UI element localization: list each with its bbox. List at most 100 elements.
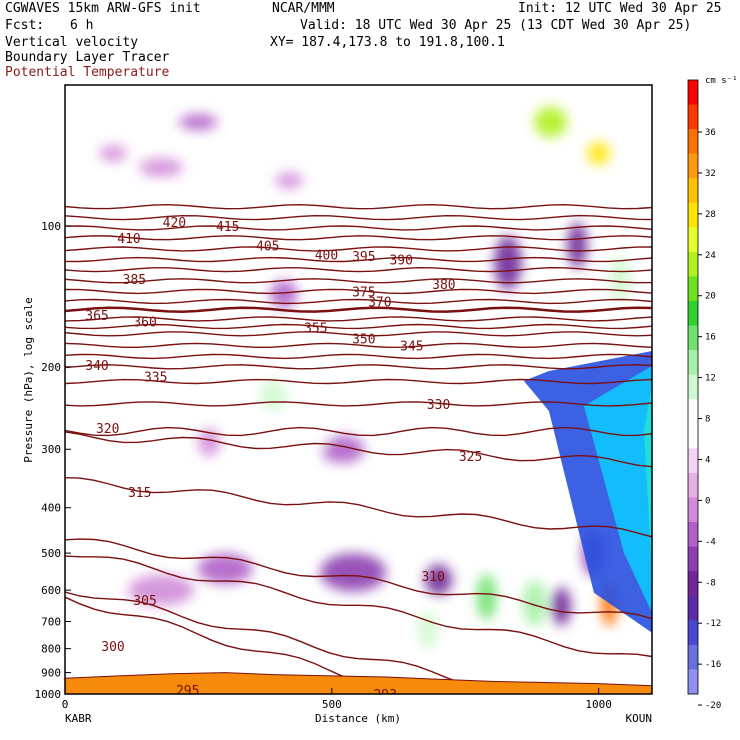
theta-label-21: 315 [128,486,151,501]
x-end-label-right: KOUN [626,712,653,725]
theta-contour-385 [65,278,652,284]
org-label: NCAR/MMM [272,1,335,16]
x-tick-label-1000: 1000 [585,698,612,711]
colorbar-swatch-14 [688,423,698,449]
colorbar-swatch-23 [688,644,698,670]
theta-contour-340 [65,364,652,370]
theta-contour-330 [65,401,652,407]
theta-label-13: 355 [304,322,327,337]
velocity-blob-15 [567,222,588,269]
x-end-label-left: KABR [65,712,92,725]
boundary-layer-tracer [523,350,652,633]
y-tick-label-200: 200 [41,361,61,374]
theta-contour-390 [65,266,652,273]
theta-contour-380 [65,288,652,295]
terrain [65,672,652,694]
colorbar-label-1: 32 [705,169,716,179]
y-tick-label-900: 900 [41,667,61,680]
colorbar-label-14: -20 [705,701,721,711]
colorbar-swatch-3 [688,153,698,179]
terrain-fill [65,672,652,694]
theta-label-25: 295 [176,684,199,699]
plot-frame [64,84,653,695]
colorbar-label-9: 0 [705,496,710,506]
y-tick-label-100: 100 [41,220,61,233]
velocity-blob-23 [522,580,547,627]
colorbar-label-3: 24 [705,251,716,261]
theta-label-8: 380 [432,278,455,293]
colorbar-swatch-10 [688,325,698,351]
colorbar-label-5: 16 [705,333,716,343]
y-axis-label: Pressure (hPa), log scale [22,297,35,463]
theta-label-5: 395 [352,250,375,265]
colorbar-swatch-19 [688,546,698,572]
colorbar-swatch-22 [688,620,698,646]
theta-contour-345 [65,353,652,360]
theta-contour-395 [65,256,652,263]
velocity-blob-2 [99,145,127,162]
field-boundary-layer-tracer: Boundary Layer Tracer [5,50,170,65]
theta-contours [65,203,652,694]
theta-contour-325 [65,426,652,437]
colorbar-swatch-13 [688,399,698,425]
theta-contour-305 [65,555,652,658]
colorbar-label-12: -12 [705,619,721,629]
theta-label-6: 390 [389,254,412,269]
velocity-blob-14 [534,106,568,138]
theta-label-4: 400 [315,248,338,263]
theta-label-11: 365 [85,309,108,324]
colorbar-swatch-7 [688,251,698,277]
velocity-blob-20 [424,564,453,596]
theta-label-14: 350 [352,333,375,348]
y-tick-label-500: 500 [41,547,61,560]
y-tick-label-800: 800 [41,643,61,656]
theta-label-10: 370 [368,295,391,310]
colorbar-label-2: 28 [705,210,716,220]
colorbar-swatch-11 [688,350,698,376]
velocity-blob-0 [179,114,218,131]
theta-label-16: 340 [85,359,108,374]
tracer-mid [583,365,652,613]
colorbar-swatch-1 [688,104,698,130]
velocity-blob-12 [494,236,522,290]
theta-label-15: 345 [400,339,423,354]
velocity-blob-6 [259,379,287,411]
theta-contour-370 [65,306,652,313]
theta-label-19: 325 [459,450,482,465]
theta-label-2: 410 [117,232,140,247]
colorbar-swatch-17 [688,497,698,523]
colorbar-frame [687,79,699,695]
colorbar-swatch-4 [688,178,698,204]
theta-contour-375 [65,298,652,305]
theta-contour-320 [65,431,652,468]
colorbar-label-13: -16 [705,660,721,670]
colorbar-swatch-20 [688,571,698,597]
model-title: CGWAVES 15km ARW-GFS init [5,1,201,16]
x-axis-label: Distance (km) [315,712,401,725]
colorbar-swatch-15 [688,448,698,474]
y-tick-label-1000: 1000 [35,688,62,701]
theta-label-7: 385 [123,273,146,288]
colorbar: 36 32 28 24 20 16 12 8 4 0 -4 -8 -12 -16 -20 [687,79,721,711]
forecast-label: Fcst: [5,18,45,33]
velocity-blob-10 [320,435,365,464]
colorbar-label-6: 12 [705,374,716,384]
colorbar-label-0: 36 [705,128,716,138]
colorbar-label-4: 20 [705,292,716,302]
theta-contour-350 [65,342,652,349]
theta-contour-360 [65,323,652,330]
theta-label-26: 293 [373,688,396,703]
velocity-blob-9 [198,428,221,457]
velocity-blob-21 [476,573,497,620]
theta-contour-310 [65,538,652,620]
theta-contour-335 [65,378,652,385]
velocity-blob-22 [417,610,438,650]
colorbar-label-11: -8 [705,578,716,588]
velocity-blob-24 [551,587,572,626]
theta-label-3: 405 [256,239,279,254]
colorbar-swatch-2 [688,129,698,155]
tracer-inner [643,385,652,573]
velocity-blob-19 [320,553,387,592]
